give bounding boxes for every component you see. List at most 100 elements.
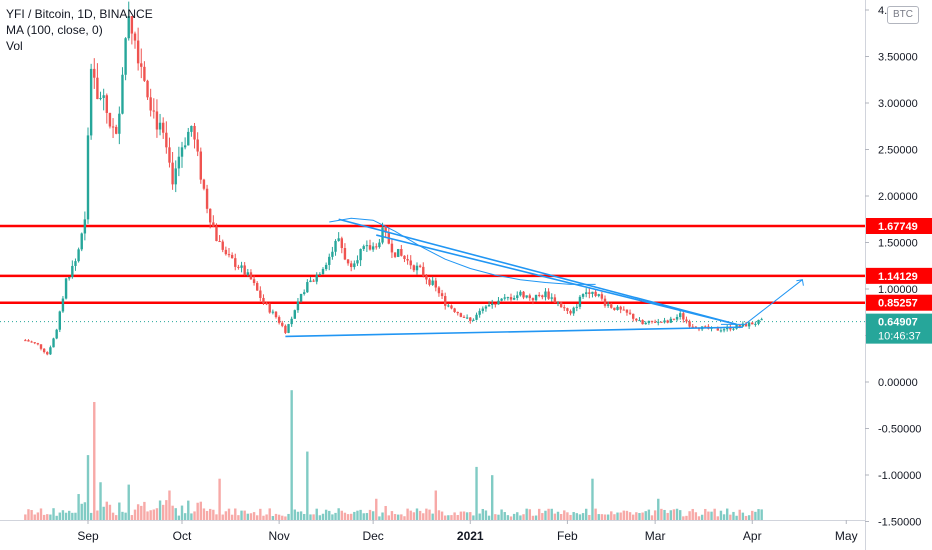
volume-bar: [707, 511, 710, 520]
level-price-tag: 1.14129: [878, 271, 918, 283]
candle-body: [675, 317, 679, 320]
candle-body: [350, 263, 353, 268]
volume-bar: [672, 509, 676, 520]
volume-bar: [74, 512, 77, 520]
volume-bar: [180, 505, 184, 520]
symbol-title[interactable]: YFI / Bitcoin, 1D, BINANCE: [6, 7, 153, 21]
volume-bar: [616, 512, 619, 520]
candle-body: [108, 112, 112, 127]
horizontal-levels[interactable]: [0, 224, 865, 323]
candle-body: [36, 343, 40, 345]
candle-body: [578, 296, 582, 307]
volume-bar: [168, 490, 171, 520]
time-axis[interactable]: Sep Oct Nov Dec 2021 Feb Mar Apr May: [0, 520, 865, 543]
volume-bar: [700, 514, 704, 520]
volume-bar: [653, 510, 657, 520]
candle-body: [575, 306, 578, 308]
volume-bar: [559, 514, 563, 520]
volume-bar: [647, 509, 651, 520]
price-tick-label: -0.50000: [878, 424, 921, 436]
volume-bar: [89, 512, 93, 520]
candle-body: [462, 316, 466, 318]
candle-body: [653, 321, 657, 323]
volume-bar: [33, 514, 36, 520]
currency-badge[interactable]: BTC: [887, 6, 919, 24]
volume-bar: [27, 509, 30, 520]
volume-bar: [506, 515, 510, 520]
volume-bar: [221, 514, 224, 520]
candle-body: [744, 323, 748, 327]
candles-layer: [24, 1, 763, 356]
candle-body: [64, 278, 68, 299]
candle-body: [168, 147, 171, 163]
level-price-tag: 1.67749: [878, 221, 918, 233]
candle-body: [71, 265, 74, 278]
volume-bar: [227, 508, 231, 520]
candle-body: [80, 233, 83, 250]
candle-body: [102, 95, 105, 98]
candle-body: [49, 347, 52, 355]
volume-bar: [353, 511, 356, 520]
candle-body: [86, 135, 90, 220]
candle-body: [281, 322, 284, 326]
candle-body: [509, 297, 513, 300]
volume-bar: [121, 511, 124, 520]
volume-bar: [202, 508, 206, 520]
volume-bar: [83, 502, 87, 520]
volume-bar: [481, 508, 484, 520]
candle-body: [672, 318, 676, 320]
volume-bar: [299, 511, 303, 520]
volume-bar: [111, 512, 115, 520]
candle-body: [688, 321, 691, 327]
volume-bar: [315, 508, 318, 520]
volume-bar: [293, 509, 296, 520]
candle-body: [287, 324, 290, 333]
candle-body: [140, 63, 143, 67]
candle-body: [121, 74, 124, 114]
candle-body: [422, 266, 425, 276]
volume-bar: [24, 514, 27, 520]
price-tick-label: 2.50000: [878, 145, 918, 157]
volume-bar: [152, 509, 155, 520]
volume-bar: [93, 402, 96, 520]
candle-body: [738, 324, 741, 327]
candle-body: [603, 298, 607, 306]
price-tick-label: -1.50000: [878, 517, 921, 529]
candle-body: [434, 280, 437, 288]
ma-indicator-label[interactable]: MA (100, close, 0): [6, 23, 103, 37]
candle-body: [384, 227, 387, 233]
candle-body: [660, 321, 663, 323]
volume-bar: [140, 505, 143, 520]
price-tick-label: 3.50000: [878, 52, 918, 64]
volume-bar: [650, 515, 654, 520]
candle-body: [262, 297, 265, 304]
volume-bar: [534, 515, 538, 520]
candle-body: [218, 241, 221, 243]
candle-body: [732, 328, 735, 330]
candle-body: [177, 156, 181, 169]
volume-bar: [531, 515, 535, 520]
candle-body: [30, 341, 33, 343]
candle-body: [760, 319, 763, 321]
volume-bar: [334, 512, 337, 520]
candle-body: [277, 317, 281, 323]
candle-body: [158, 122, 162, 130]
volume-bar: [726, 508, 729, 520]
volume-bar: [719, 510, 723, 520]
volume-bar: [165, 500, 168, 520]
trendlines-layer[interactable]: [285, 218, 804, 338]
candle-body: [265, 303, 268, 305]
candle-body: [397, 249, 400, 257]
volume-indicator-label[interactable]: Vol: [6, 39, 23, 53]
volume-bar: [284, 516, 287, 520]
volume-bar: [679, 510, 682, 520]
volume-bar: [290, 390, 293, 520]
candle-body: [55, 329, 58, 339]
candle-body: [362, 246, 365, 250]
candle-body: [610, 304, 613, 308]
candle-body: [274, 311, 278, 318]
volume-bar: [118, 502, 121, 520]
volume-bar: [509, 516, 513, 520]
price-tick-label: 3.00000: [878, 98, 918, 110]
